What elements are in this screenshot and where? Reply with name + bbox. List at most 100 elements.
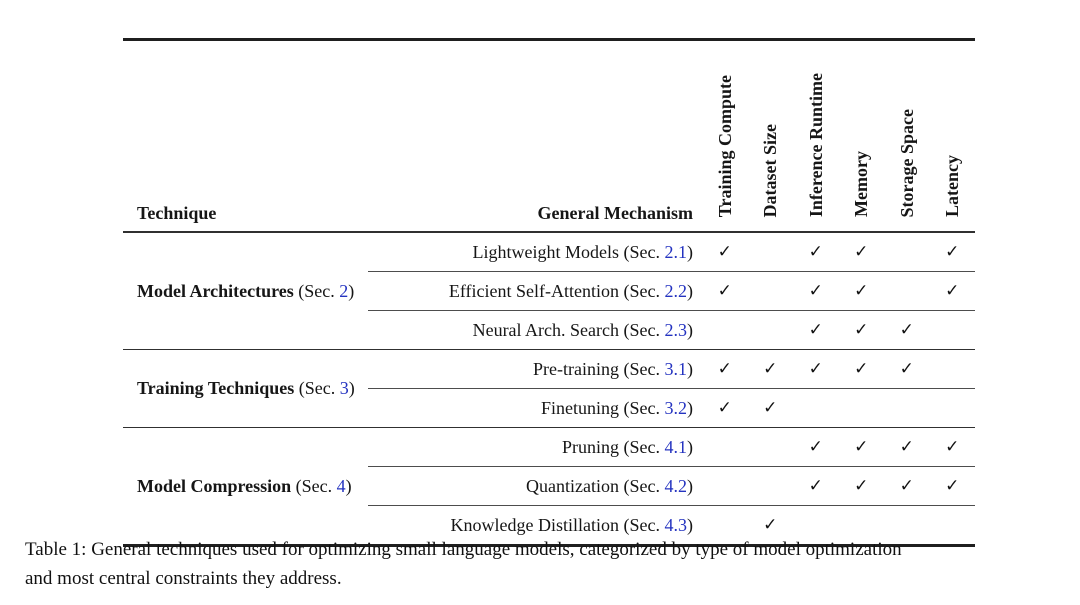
check-cell-training-compute xyxy=(702,427,748,467)
technique-name: Model Compression xyxy=(137,475,292,496)
check-cell-latency xyxy=(929,349,975,389)
check-cell-training-compute: ✓ xyxy=(702,388,748,428)
row-finetuning: Finetuning (Sec. 3.2) ✓ ✓ xyxy=(123,388,975,428)
check-cell-inference-runtime: ✓ xyxy=(793,466,839,506)
section-link[interactable]: 4 xyxy=(336,475,346,496)
sec-suffix: ) xyxy=(348,280,355,301)
check-cell-inference-runtime xyxy=(793,388,839,428)
row-pruning: Model Compression (Sec. 4) Pruning (Sec.… xyxy=(123,427,975,546)
mechanism-cell: Pre-training (Sec. 3.1) xyxy=(368,349,702,389)
check-cell-training-compute xyxy=(702,310,748,350)
sec-prefix: (Sec. xyxy=(291,475,337,496)
section-link[interactable]: 2 xyxy=(339,280,349,301)
row-knowledge-distillation: Knowledge Distillation (Sec. 4.3) ✓ xyxy=(123,505,975,546)
check-cell-memory: ✓ xyxy=(838,271,884,311)
mechanism-cell: Lightweight Models (Sec. 2.1) xyxy=(368,231,702,272)
check-cell-dataset-size xyxy=(747,231,793,272)
section-link[interactable]: 3.1 xyxy=(664,358,688,379)
technique-cell-training-techniques: Training Techniques (Sec. 3) xyxy=(123,349,368,428)
check-cell-latency: ✓ xyxy=(929,466,975,506)
check-cell-dataset-size xyxy=(747,427,793,467)
check-cell-storage-space: ✓ xyxy=(884,310,930,350)
rotated-header-label: Storage Space xyxy=(896,108,917,217)
mechanism-label: Neural Arch. Search (Sec. xyxy=(472,319,665,340)
row-pre-training: Training Techniques (Sec. 3) Pre-trainin… xyxy=(123,349,975,428)
check-cell-latency: ✓ xyxy=(929,231,975,272)
technique-name: Model Architectures xyxy=(137,280,294,301)
mechanism-label: Lightweight Models (Sec. xyxy=(472,241,665,262)
mechanism-label-suffix: ) xyxy=(687,241,693,262)
check-cell-storage-space: ✓ xyxy=(884,349,930,389)
check-cell-dataset-size xyxy=(747,466,793,506)
section-link[interactable]: 4.2 xyxy=(664,475,688,496)
check-cell-training-compute xyxy=(702,466,748,506)
rotated-header-label: Dataset Size xyxy=(760,123,781,217)
column-header-technique: Technique xyxy=(123,39,368,233)
check-cell-latency xyxy=(929,505,975,546)
check-cell-dataset-size: ✓ xyxy=(747,505,793,546)
section-link[interactable]: 2.1 xyxy=(664,241,688,262)
column-header-general-mechanism: General Mechanism xyxy=(368,39,702,233)
sec-suffix: ) xyxy=(348,378,355,398)
check-cell-memory: ✓ xyxy=(838,427,884,467)
check-cell-memory xyxy=(838,388,884,428)
check-cell-training-compute: ✓ xyxy=(702,271,748,311)
mechanism-label: Knowledge Distillation (Sec. xyxy=(450,514,665,535)
mechanism-cell: Finetuning (Sec. 3.2) xyxy=(368,388,702,428)
mechanism-label-suffix: ) xyxy=(687,280,693,301)
section-link[interactable]: 4.1 xyxy=(664,436,688,457)
check-cell-inference-runtime xyxy=(793,505,839,546)
technique-cell-model-compression: Model Compression (Sec. 4) xyxy=(123,427,368,546)
mechanism-label: Finetuning (Sec. xyxy=(541,397,665,418)
check-cell-latency xyxy=(929,388,975,428)
check-cell-inference-runtime: ✓ xyxy=(793,427,839,467)
check-cell-memory xyxy=(838,505,884,546)
mechanism-cell: Quantization (Sec. 4.2) xyxy=(368,466,702,506)
check-cell-memory: ✓ xyxy=(838,310,884,350)
row-quantization: Quantization (Sec. 4.2) ✓ ✓ ✓ ✓ xyxy=(123,466,975,506)
mechanism-cell: Pruning (Sec. 4.1) xyxy=(368,427,702,467)
mechanism-label: Efficient Self-Attention (Sec. xyxy=(448,280,665,301)
mechanism-cell: Knowledge Distillation (Sec. 4.3) xyxy=(368,505,702,546)
check-cell-latency: ✓ xyxy=(929,427,975,467)
sec-prefix: (Sec. xyxy=(294,378,340,398)
column-header-latency: Latency xyxy=(929,39,975,233)
check-cell-latency: ✓ xyxy=(929,271,975,311)
section-link[interactable]: 4.3 xyxy=(664,514,688,535)
check-cell-storage-space xyxy=(884,505,930,546)
section-link[interactable]: 3.2 xyxy=(664,397,688,418)
rotated-header-label: Latency xyxy=(942,155,963,217)
check-cell-storage-space: ✓ xyxy=(884,466,930,506)
row-efficient-self-attention: Efficient Self-Attention (Sec. 2.2) ✓ ✓ … xyxy=(123,271,975,311)
mechanism-label-suffix: ) xyxy=(687,319,693,340)
mechanism-label-suffix: ) xyxy=(687,514,693,535)
mechanism-label-suffix: ) xyxy=(687,475,693,496)
check-cell-training-compute xyxy=(702,505,748,546)
check-cell-memory: ✓ xyxy=(838,349,884,389)
section-link[interactable]: 3 xyxy=(339,378,349,398)
check-cell-training-compute: ✓ xyxy=(702,349,748,389)
row-neural-arch-search: Neural Arch. Search (Sec. 2.3) ✓ ✓ ✓ xyxy=(123,310,975,350)
caption-line-1: Table 1: General techniques used for opt… xyxy=(25,539,902,560)
column-header-training-compute: Training Compute xyxy=(702,39,748,233)
check-cell-inference-runtime: ✓ xyxy=(793,310,839,350)
section-link[interactable]: 2.3 xyxy=(664,319,688,340)
mechanism-label: Quantization (Sec. xyxy=(526,475,665,496)
caption-line-2: and most central constraints they addres… xyxy=(25,568,342,589)
check-cell-dataset-size xyxy=(747,271,793,311)
sec-suffix: ) xyxy=(345,475,352,496)
check-cell-storage-space xyxy=(884,388,930,428)
header-row: Technique General Mechanism Training Com… xyxy=(123,39,975,233)
check-cell-latency xyxy=(929,310,975,350)
check-cell-storage-space: ✓ xyxy=(884,427,930,467)
column-header-dataset-size: Dataset Size xyxy=(747,39,793,233)
mechanism-label-suffix: ) xyxy=(687,436,693,457)
techniques-table: Technique General Mechanism Training Com… xyxy=(123,38,975,547)
row-lightweight-models: Model Architectures (Sec. 2) Lightweight… xyxy=(123,231,975,350)
mechanism-label: Pruning (Sec. xyxy=(562,436,665,457)
section-link[interactable]: 2.2 xyxy=(664,280,688,301)
rotated-header-label: Memory xyxy=(851,151,872,217)
mechanism-cell: Neural Arch. Search (Sec. 2.3) xyxy=(368,310,702,350)
check-cell-inference-runtime: ✓ xyxy=(793,231,839,272)
